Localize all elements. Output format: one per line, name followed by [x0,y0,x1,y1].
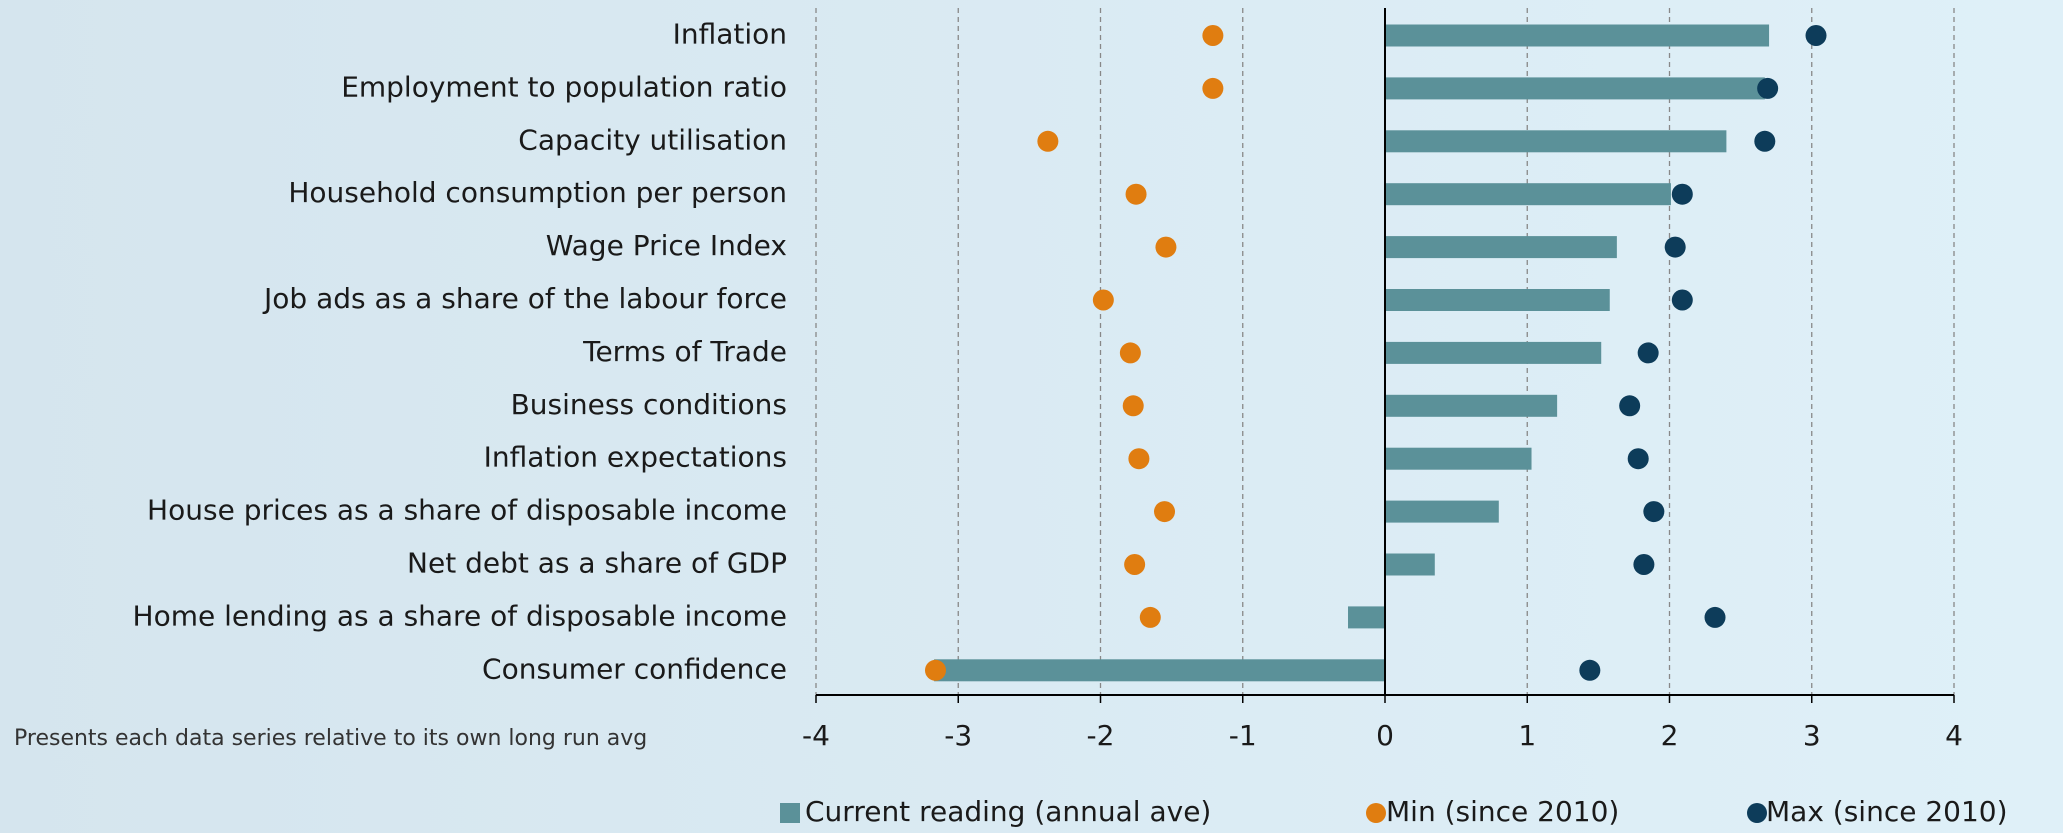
y-tick-label: Home lending as a share of disposable in… [133,599,787,632]
y-tick-label: Net debt as a share of GDP [407,547,787,580]
y-tick-label: Consumer confidence [482,652,787,685]
annotation: Presents each data series relative to it… [14,726,647,751]
dot [1128,448,1150,470]
dot [1124,554,1146,575]
dot [1757,77,1779,99]
dot [924,659,946,681]
x-tick-label: 4 [1945,719,1963,752]
dot [1154,501,1176,523]
dot [1037,130,1059,152]
bar [1385,289,1610,311]
bar [1348,606,1385,629]
dot [1119,342,1141,364]
x-tick-label: 3 [1803,719,1821,752]
legend-label: Min (since 2010) [1386,795,1619,828]
legend-label: Max (since 2010) [1766,795,2008,828]
dot [1125,183,1147,205]
y-tick-label: Capacity utilisation [518,123,787,156]
bar [1385,130,1727,153]
bar [1385,183,1671,206]
legend-swatch [1747,803,1767,823]
y-tick-label: Wage Price Index [546,229,787,262]
bar [1385,24,1770,47]
y-tick-label: House prices as a share of disposable in… [147,494,787,527]
dot [1805,25,1827,46]
dot [1671,289,1693,311]
dot [1619,395,1641,417]
bar [934,659,1385,682]
y-tick-label: Terms of Trade [582,335,787,368]
y-tick-label: Job ads as a share of the labour force [262,282,787,315]
dot [1633,554,1655,575]
dot [1664,236,1686,258]
dot [1671,183,1693,205]
dot [1092,289,1114,311]
y-tick-label: Business conditions [511,388,787,421]
bar [1385,236,1617,259]
y-tick-label: Household consumption per person [288,176,787,209]
bar [1385,77,1765,100]
dot [1202,77,1224,99]
bar [1385,500,1499,523]
dot [1139,606,1161,628]
x-tick-label: -4 [802,719,830,752]
legend-label: Current reading (annual ave) [805,795,1211,828]
x-tick-label: 2 [1661,719,1679,752]
bar [1385,447,1532,470]
dot [1155,236,1177,258]
dot [1202,25,1224,46]
x-tick-label: 0 [1376,719,1394,752]
y-tick-label: Employment to population ratio [341,70,787,103]
legend-swatch [780,803,800,823]
dot [1122,395,1144,417]
bar [1385,553,1435,576]
y-tick-label: Inflation [673,18,787,51]
dot [1627,448,1649,470]
dot [1754,130,1776,152]
legend-swatch [1366,803,1386,823]
x-tick-label: -2 [1087,719,1115,752]
dot [1704,606,1726,628]
bar [1385,341,1602,364]
dot [1579,659,1601,681]
x-tick-label: 1 [1518,719,1536,752]
dot [1637,342,1659,364]
x-tick-label: -1 [1229,719,1257,752]
y-tick-label: Inflation expectations [484,441,787,474]
bar [1385,394,1558,417]
x-tick-label: -3 [944,719,972,752]
dot [1643,501,1665,523]
